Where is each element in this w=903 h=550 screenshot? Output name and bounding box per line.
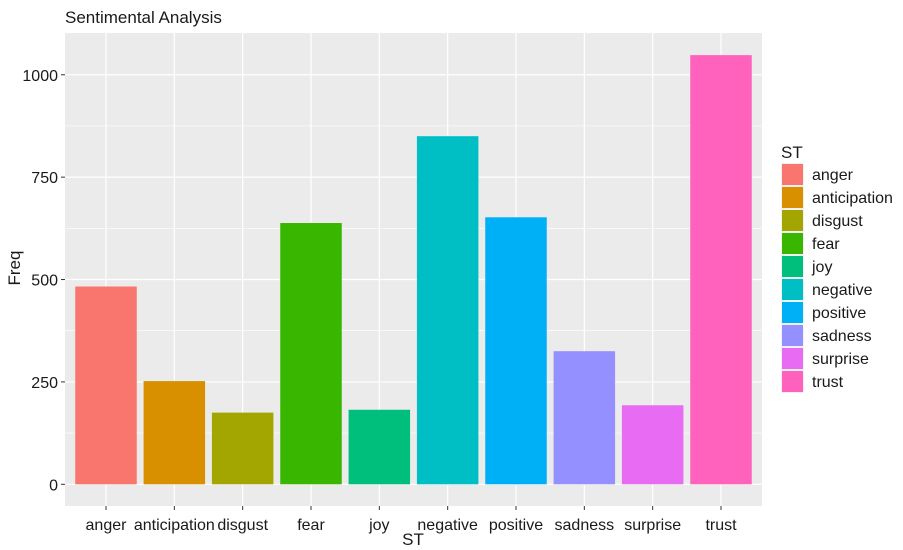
y-tick-label: 750	[31, 170, 58, 187]
chart-title: Sentimental Analysis	[65, 8, 222, 27]
legend-label: fear	[812, 236, 840, 253]
x-tick-label: sadness	[555, 517, 615, 534]
legend-swatch-anger	[782, 164, 803, 185]
legend-label: surprise	[812, 351, 869, 368]
bar-surprise	[621, 405, 684, 485]
x-tick-label: anticipation	[134, 517, 215, 534]
x-tick-label: joy	[368, 517, 389, 534]
legend: ST anger anticipation disgust fear joy negati…	[781, 143, 893, 393]
legend-label: anticipation	[812, 190, 893, 207]
legend-swatch-negative	[782, 279, 803, 300]
x-axis-title: ST	[402, 530, 424, 549]
legend-label: positive	[812, 305, 866, 322]
legend-swatch-trust	[782, 371, 803, 392]
bar-fear	[280, 223, 342, 485]
x-tick-label: fear	[297, 517, 325, 534]
legend-swatch-surprise	[782, 348, 803, 369]
legend-swatch-fear	[782, 233, 803, 254]
x-tick-label: positive	[489, 517, 543, 534]
bar-anger	[75, 286, 137, 485]
legend-swatch-positive	[782, 302, 803, 323]
x-tick-label: trust	[705, 517, 737, 534]
legend-label: disgust	[812, 213, 863, 230]
y-tick-label: 500	[31, 273, 58, 290]
y-tick-label: 0	[49, 477, 58, 494]
y-tick-label: 1000	[22, 68, 58, 85]
x-axis: anger anticipation disgust fear joy negative p…	[86, 506, 737, 534]
y-tick-label: 250	[31, 375, 58, 392]
x-tick-label: surprise	[624, 517, 681, 534]
bar-disgust	[211, 412, 274, 485]
legend-label: negative	[812, 282, 873, 299]
bar-negative	[416, 136, 479, 485]
legend-label: trust	[812, 374, 844, 391]
x-tick-label: anger	[86, 517, 128, 534]
legend-items: anger anticipation disgust fear joy negative p…	[781, 163, 893, 393]
legend-swatch-sadness	[782, 325, 803, 346]
legend-label: anger	[812, 167, 854, 184]
legend-swatch-joy	[782, 256, 803, 277]
y-axis: 0 250 500 750 1000	[22, 68, 65, 494]
bar-positive	[485, 217, 547, 485]
legend-swatch-anticipation	[782, 187, 803, 208]
bar-joy	[348, 409, 411, 485]
bars-group	[75, 55, 752, 485]
legend-swatch-disgust	[782, 210, 803, 231]
x-tick-label: negative	[417, 517, 478, 534]
legend-title: ST	[781, 143, 803, 162]
legend-label: sadness	[812, 328, 872, 345]
bar-anticipation	[143, 381, 206, 485]
legend-label: joy	[811, 259, 832, 276]
bar-trust	[690, 55, 752, 485]
y-axis-title: Freq	[5, 251, 24, 286]
x-tick-label: disgust	[217, 517, 268, 534]
bar-sadness	[553, 351, 616, 485]
